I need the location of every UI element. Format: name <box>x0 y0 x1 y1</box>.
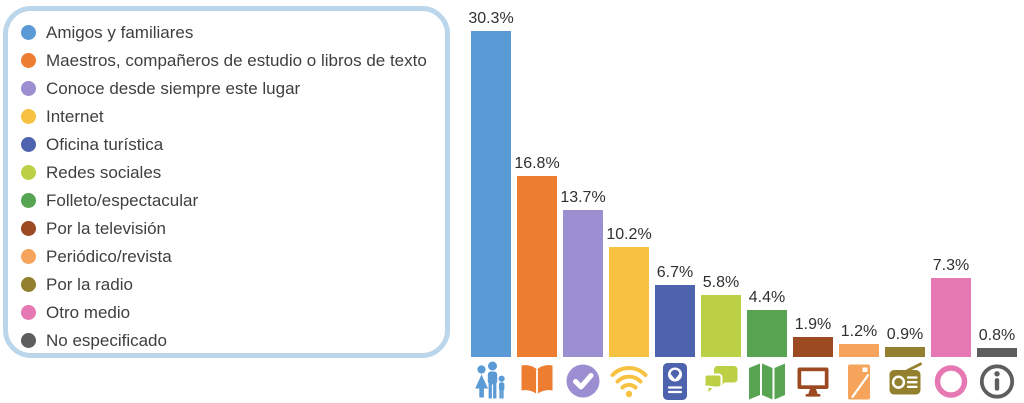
legend-item: Amigos y familiares <box>21 18 445 46</box>
bar-column: 4.4% <box>747 0 787 357</box>
legend-bullet <box>21 24 36 40</box>
legend-item: Por la televisión <box>21 214 445 242</box>
legend-bullet <box>21 52 36 68</box>
legend-label: Periódico/revista <box>46 246 172 266</box>
passport-icon <box>655 359 695 403</box>
bar <box>609 247 649 357</box>
legend-item: Folleto/espectacular <box>21 186 445 214</box>
legend-item: Redes sociales <box>21 158 445 186</box>
legend-label: No especificado <box>46 330 167 350</box>
legend-label: Por la televisión <box>46 218 167 238</box>
bar-value-label: 30.3% <box>468 10 514 27</box>
bar <box>793 337 833 357</box>
bar-value-label: 1.9% <box>794 316 832 333</box>
legend-bullet <box>21 332 36 348</box>
legend-label: Redes sociales <box>46 162 162 182</box>
bar <box>931 278 971 357</box>
legend-item: Oficina turística <box>21 130 445 158</box>
bar <box>747 310 787 357</box>
legend-label: Por la radio <box>46 274 133 294</box>
legend-label: Otro medio <box>46 302 131 322</box>
bar-value-label: 7.3% <box>932 257 970 274</box>
bar <box>977 348 1017 357</box>
legend-bullet <box>21 192 36 208</box>
bar-value-label: 1.2% <box>840 323 878 340</box>
wifi-icon <box>609 359 649 403</box>
legend-bullet <box>21 136 36 152</box>
bar-value-label: 13.7% <box>560 189 606 206</box>
bar-column: 6.7% <box>655 0 695 357</box>
bar <box>517 176 557 357</box>
bar-column: 0.8% <box>977 0 1017 357</box>
legend-label: Amigos y familiares <box>46 22 194 42</box>
legend-item: Conoce desde siempre este lugar <box>21 74 445 102</box>
bar <box>655 285 695 357</box>
bar-column: 1.2% <box>839 0 879 357</box>
legend-bullet <box>21 164 36 180</box>
bar-value-label: 0.9% <box>886 326 924 343</box>
legend-box: Amigos y familiares Maestros, compañeros … <box>3 6 450 358</box>
bar <box>839 344 879 357</box>
legend-label: Folleto/espectacular <box>46 190 199 210</box>
ring-icon <box>931 359 971 403</box>
legend-item: Periódico/revista <box>21 242 445 270</box>
legend-label: Internet <box>46 106 104 126</box>
bar-column: 1.9% <box>793 0 833 357</box>
bar-value-label: 6.7% <box>656 264 694 281</box>
legend-item: Maestros, compañeros de estudio o libros… <box>21 46 445 74</box>
legend-bullet <box>21 80 36 96</box>
bar-value-label: 10.2% <box>606 226 652 243</box>
check-circle-icon <box>563 359 603 403</box>
bar <box>563 210 603 357</box>
bar-value-label: 5.8% <box>702 274 740 291</box>
bar-value-label: 0.8% <box>978 327 1016 344</box>
legend-label: Maestros, compañeros de estudio o libros… <box>46 50 427 70</box>
legend-bullet <box>21 220 36 236</box>
newspaper-icon <box>839 359 879 403</box>
family-icon <box>471 359 511 403</box>
bar-column: 30.3% <box>468 0 514 357</box>
legend-item: No especificado <box>21 326 445 354</box>
legend-item: Otro medio <box>21 298 445 326</box>
bar-column: 10.2% <box>606 0 652 357</box>
bar <box>885 347 925 357</box>
bar-column: 0.9% <box>885 0 925 357</box>
bar-column: 5.8% <box>701 0 741 357</box>
tv-icon <box>793 359 833 403</box>
bar <box>701 295 741 357</box>
info-icon <box>977 359 1017 403</box>
legend-item: Por la radio <box>21 270 445 298</box>
legend-label: Oficina turística <box>46 134 164 154</box>
bar <box>471 31 511 357</box>
legend-bullet <box>21 276 36 292</box>
legend-label: Conoce desde siempre este lugar <box>46 78 301 98</box>
bar-columns: 30.3% 16.8% 13.7% 10.2% 6.7% 5.8% 4.4% 1.9% 1.2%… <box>468 0 1017 357</box>
bar-column: 13.7% <box>560 0 606 357</box>
legend-bullet <box>21 304 36 320</box>
legend-item: Internet <box>21 102 445 130</box>
map-icon <box>747 359 787 403</box>
bar-value-label: 16.8% <box>514 155 560 172</box>
bar-value-label: 4.4% <box>748 289 786 306</box>
legend-bullet <box>21 248 36 264</box>
bar-column: 16.8% <box>514 0 560 357</box>
chat-bubbles-icon <box>701 359 741 403</box>
legend-bullet <box>21 108 36 124</box>
category-icon-row <box>471 359 1017 403</box>
radio-icon <box>885 359 925 403</box>
open-book-icon <box>517 359 557 403</box>
bar-column: 7.3% <box>931 0 971 357</box>
